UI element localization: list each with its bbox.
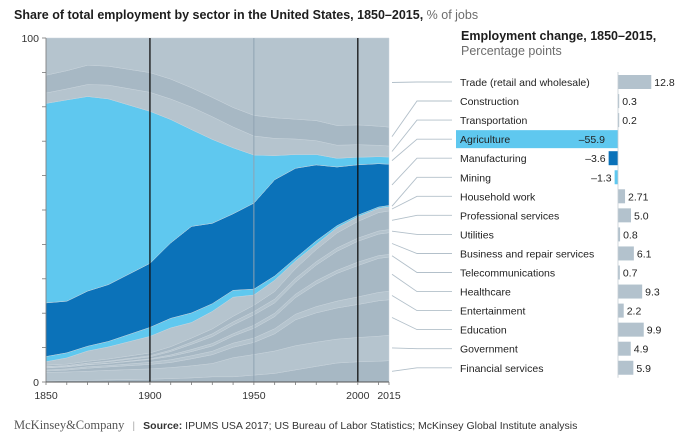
connector-agriculture	[391, 138, 452, 161]
bar-value-label: –3.6	[585, 153, 606, 165]
bar-manufacturing	[608, 151, 618, 166]
bar-value-label: –55.9	[579, 134, 605, 146]
bar-value-label: 2.71	[628, 191, 649, 203]
right-panel-subtitle: Percentage points	[461, 44, 562, 58]
connector-financial-services	[391, 367, 452, 372]
source-label: Source:	[143, 419, 183, 432]
chart-title-unit: % of jobs	[426, 8, 479, 22]
right-panel-title: Employment change, 1850–2015, Percentage…	[461, 29, 656, 59]
chart-title-text: Share of total employment by sector in t…	[14, 8, 424, 22]
bar-category-label: Business and repair services	[460, 248, 594, 260]
bar-value-label: 4.9	[634, 344, 649, 356]
connector-education	[391, 317, 452, 331]
bar-value-label: 6.1	[637, 248, 652, 260]
bar-category-label: Entertainment	[460, 306, 525, 318]
bar-plot: Trade (retail and wholesale) 12.8 Construc…	[456, 72, 675, 378]
area-plot	[45, 37, 390, 383]
bar-transportation	[618, 113, 620, 128]
bar-value-label: 5.0	[634, 210, 649, 222]
bar-value-label: 2.2	[627, 306, 642, 318]
bar-category-label: Mining	[460, 172, 491, 184]
brand-logo: McKinsey&Company	[14, 418, 125, 432]
bar-category-label: Utilities	[460, 229, 494, 241]
area-trade-retail-and-wholesale	[45, 37, 390, 128]
bar-professional-services	[618, 208, 631, 223]
connector-business-and-repair-services	[391, 243, 452, 254]
legend-connectors	[391, 81, 452, 372]
right-panel-title-text: Employment change, 1850–2015,	[461, 29, 657, 43]
bar-healthcare	[618, 284, 643, 299]
y-tick-label: 0	[33, 377, 39, 389]
bar-government	[618, 341, 631, 356]
bar-value-label: 5.9	[636, 363, 651, 375]
bar-category-label: Healthcare	[460, 287, 511, 299]
bar-category-label: Professional services	[460, 210, 559, 222]
bar-category-label: Trade (retail and wholesale)	[460, 77, 590, 89]
bar-category-label: Financial services	[460, 363, 543, 375]
connector-entertainment	[391, 295, 452, 312]
source-text: IPUMS USA 2017; US Bureau of Labor Stati…	[185, 419, 578, 432]
bar-value-label: 0.3	[622, 96, 637, 108]
bar-category-label: Government	[460, 344, 518, 356]
bar-category-label: Education	[460, 325, 507, 337]
x-tick-label: 2015	[377, 390, 401, 402]
bar-education	[618, 322, 644, 337]
connector-government	[391, 347, 452, 350]
bar-value-label: 12.8	[654, 77, 675, 89]
connector-household-work	[391, 195, 452, 210]
connector-mining	[391, 176, 452, 207]
connector-telecommunications	[391, 255, 452, 273]
bar-category-label: Agriculture	[460, 134, 510, 146]
bar-business-and-repair-services	[618, 246, 634, 261]
connector-professional-services	[391, 214, 452, 221]
connector-healthcare	[391, 273, 452, 293]
y-tick-label: 100	[21, 33, 39, 45]
x-tick-label: 1900	[138, 390, 162, 402]
bar-category-label: Construction	[460, 96, 519, 108]
bar-household-work	[618, 189, 626, 204]
bar-value-label: 9.9	[647, 325, 662, 337]
connector-utilities	[391, 230, 452, 235]
bar-construction	[618, 94, 620, 109]
x-tick-label: 2000	[346, 390, 370, 402]
bar-trade-retail-and-wholesale	[618, 75, 652, 89]
connector-trade-retail-and-wholesale	[391, 81, 452, 83]
footer-separator: |	[132, 419, 136, 432]
x-tick-label: 1850	[34, 390, 58, 402]
bar-mining	[614, 170, 618, 185]
bar-value-label: 0.8	[623, 229, 638, 241]
bar-category-label: Telecommunications	[460, 268, 555, 280]
highlight-row-bg	[456, 130, 618, 149]
area-axes: 0 100 1850 1900 1950 2000 2015	[21, 33, 400, 402]
bar-value-label: 0.7	[623, 268, 638, 280]
connector-construction	[391, 100, 452, 137]
connector-manufacturing	[391, 157, 452, 186]
footer: McKinsey&Company | Source: IPUMS USA 201…	[14, 418, 577, 433]
bar-value-label: 0.2	[622, 115, 637, 127]
bar-telecommunications	[618, 265, 620, 280]
bar-value-label: 9.3	[645, 287, 660, 299]
bar-category-label: Manufacturing	[460, 153, 527, 165]
connector-transportation	[391, 119, 452, 152]
bar-category-label: Transportation	[460, 115, 527, 127]
bar-category-label: Household work	[460, 191, 536, 203]
bar-entertainment	[618, 303, 624, 318]
bar-utilities	[618, 227, 621, 242]
chart-title: Share of total employment by sector in t…	[14, 8, 478, 22]
bar-value-label: –1.3	[591, 172, 612, 184]
x-tick-label: 1950	[242, 390, 266, 402]
bar-financial-services	[618, 360, 634, 375]
